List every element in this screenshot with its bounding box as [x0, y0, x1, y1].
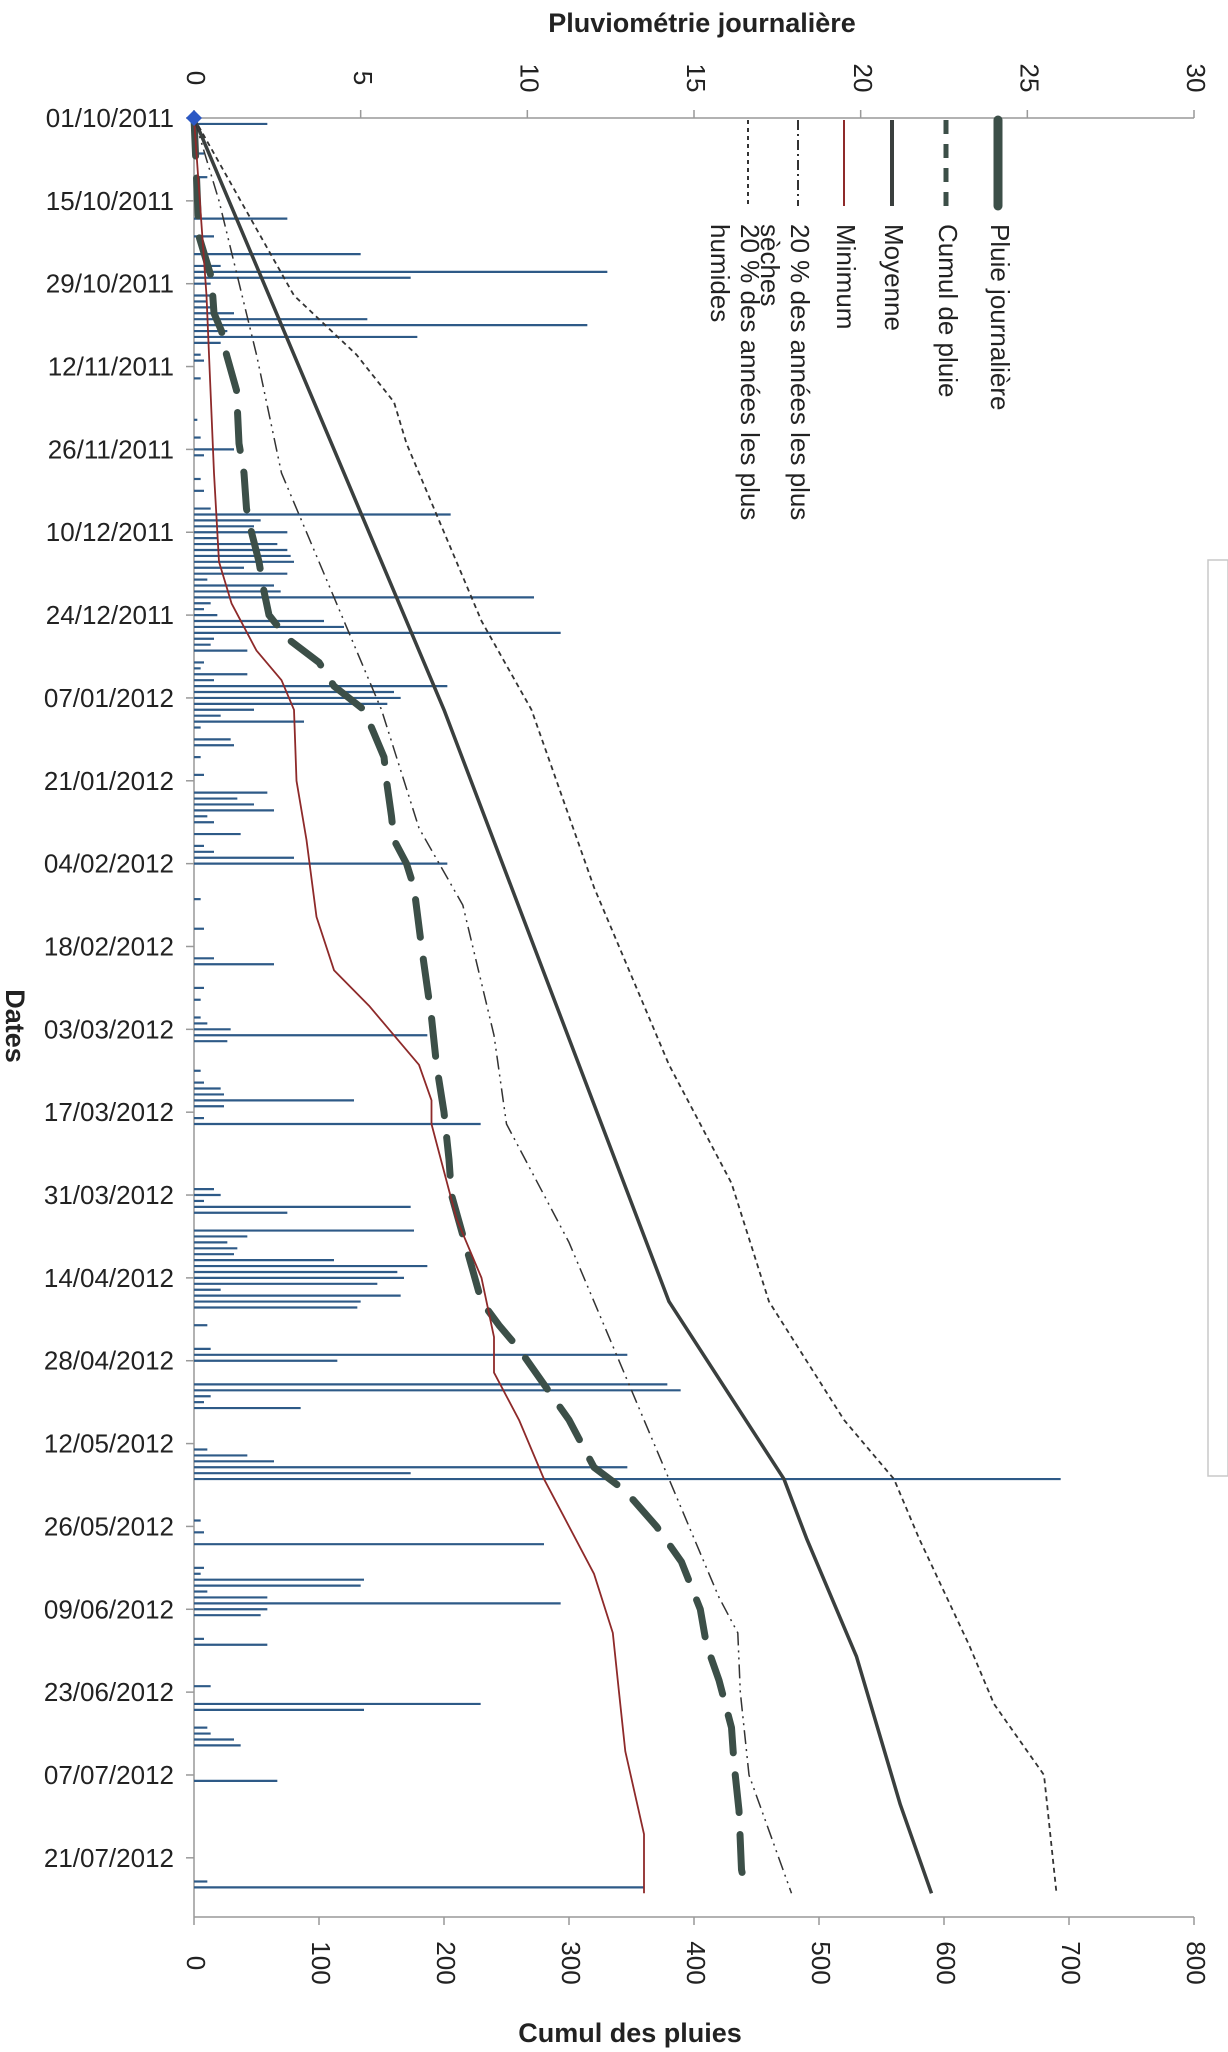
axis-labels: 0 5 10 15 20 25 300 100 200 300 400 500 600 700 80001/…: [0, 8, 1211, 2048]
series-lines: [186, 110, 1058, 1897]
top-tick-label: 30: [1181, 64, 1211, 93]
legend: Pluie journalière Cumul de pluie Moyenne Mi…: [705, 115, 1015, 520]
bottom-tick-label: 400: [681, 1941, 711, 1984]
top-tick-label: 0: [181, 71, 211, 85]
daily-rain-bars: [194, 122, 1061, 1889]
top-tick-label: 20: [848, 64, 878, 93]
bottom-tick-label: 300: [556, 1941, 586, 1984]
date-tick-label: 03/03/2012: [44, 1014, 174, 1044]
date-tick-label: 18/02/2012: [44, 931, 174, 961]
date-tick-label: 01/10/2011: [46, 103, 174, 133]
bottom-tick-label: 0: [181, 1956, 211, 1970]
origin-marker: [186, 110, 202, 126]
date-tick-label: 21/07/2012: [44, 1843, 174, 1873]
date-axis-title: Dates: [0, 989, 30, 1063]
date-tick-label: 28/04/2012: [44, 1346, 174, 1376]
bottom-tick-label: 500: [806, 1941, 836, 1984]
date-tick-label: 29/10/2011: [46, 269, 174, 299]
top-tick-label: 15: [681, 64, 711, 93]
date-tick-label: 17/03/2012: [44, 1097, 174, 1127]
axes: [186, 110, 1195, 1925]
bottom-tick-label: 200: [431, 1941, 461, 1984]
bottom-axis-title: Cumul des pluies: [518, 2018, 742, 2048]
date-tick-label: 07/01/2012: [44, 683, 174, 713]
series-moyenne: [192, 117, 934, 1894]
date-tick-label: 10/12/2011: [46, 517, 174, 547]
date-tick-label: 09/06/2012: [44, 1594, 174, 1624]
legend-label-cumul: Cumul de pluie: [933, 224, 963, 397]
date-tick-label: 26/11/2011: [48, 434, 174, 464]
legend-label-humides: humides: [705, 224, 735, 322]
legend-label-seches: sèches: [755, 224, 785, 306]
series-minimum: [193, 117, 645, 1894]
legend-label-seches: 20 % des années les plus: [785, 224, 815, 520]
top-axis-title: Pluviométrie journalière: [548, 8, 856, 38]
date-tick-label: 24/12/2011: [46, 600, 174, 630]
date-tick-label: 07/07/2012: [44, 1760, 174, 1790]
date-tick-label: 31/03/2012: [44, 1180, 174, 1210]
legend-label-humides: 20 % des années les plus: [735, 224, 765, 520]
legend-label-minimum: Minimum: [831, 224, 861, 329]
series-cumul: [190, 114, 750, 1897]
date-tick-label: 26/05/2012: [44, 1511, 174, 1541]
top-tick-label: 10: [514, 64, 544, 93]
date-tick-label: 21/01/2012: [44, 766, 174, 796]
bottom-tick-label: 700: [1056, 1941, 1086, 1984]
bottom-tick-label: 800: [1181, 1941, 1211, 1984]
date-tick-label: 12/05/2012: [44, 1429, 174, 1459]
date-tick-label: 14/04/2012: [44, 1263, 174, 1293]
legend-label-moyenne: Moyenne: [879, 224, 909, 331]
date-tick-label: 23/06/2012: [44, 1677, 174, 1707]
bottom-tick-label: 600: [931, 1941, 961, 1984]
top-tick-label: 5: [348, 71, 378, 85]
date-tick-label: 15/10/2011: [46, 186, 174, 216]
legend-frame: [1207, 559, 1228, 1477]
top-tick-label: 25: [1014, 64, 1044, 93]
date-tick-label: 12/11/2011: [48, 352, 174, 382]
legend-label-pluie: Pluie journalière: [985, 224, 1015, 410]
date-tick-label: 04/02/2012: [44, 849, 174, 879]
series-seches: [193, 117, 793, 1894]
bottom-tick-label: 100: [306, 1941, 336, 1984]
series-humides: [193, 117, 1058, 1894]
